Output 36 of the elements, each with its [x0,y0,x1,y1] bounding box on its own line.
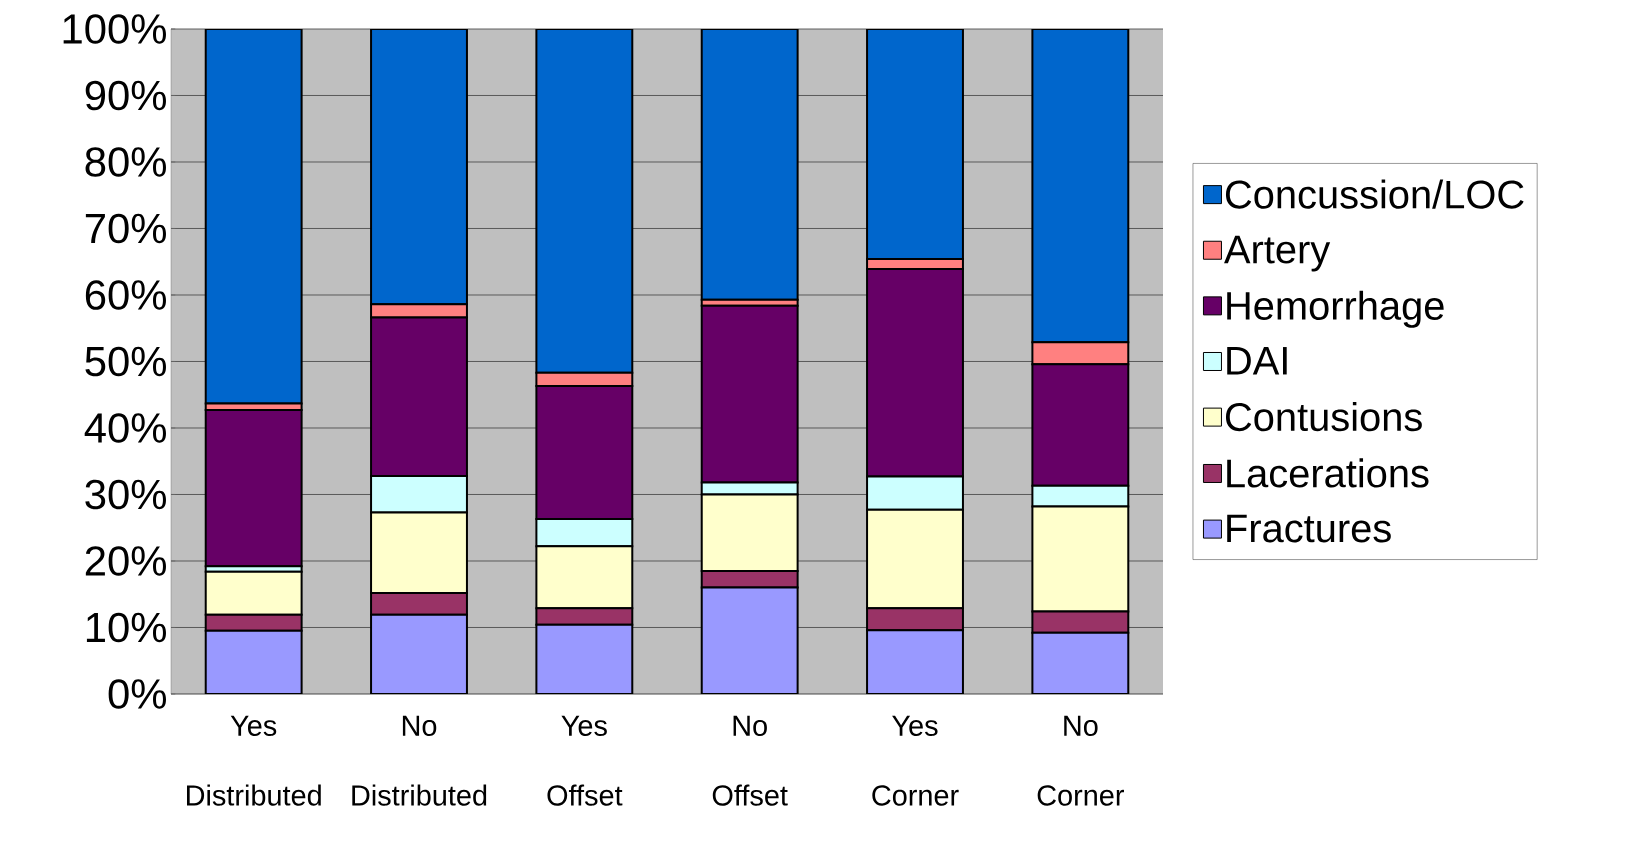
y-tick-label: 70% [85,213,166,244]
legend-label: DAI [1227,347,1287,375]
y-tick-label: 10% [86,612,166,643]
bar [866,629,964,695]
bar [370,613,468,695]
bar [700,29,799,301]
category-label: Yes Offset [547,715,623,806]
category-label: Yes Distributed [187,715,321,806]
legend-label: Fractures [1227,514,1391,543]
y-tick-label: 50% [85,346,166,377]
legend-label: Concussion/LOC [1225,179,1524,209]
bar [1031,631,1130,695]
category-label: No Offset [712,715,788,806]
bar [370,29,468,306]
legend-label: Artery [1224,235,1331,272]
y-tick-label: 90% [85,80,166,111]
category-label: No Distributed [352,715,487,806]
y-tick-label: 40% [84,413,166,443]
bar [866,29,964,261]
y-tick-label: 60% [85,280,166,310]
bar [700,586,799,695]
bar [204,29,303,405]
y-tick-label: 0% [108,679,166,709]
category-label: Yes Corner [872,715,959,806]
legend-label: Lacerations [1227,458,1429,488]
bar [204,629,303,695]
y-tick-label: 100% [63,14,166,44]
bar [1031,29,1130,344]
bar [535,623,634,695]
legend-label: Contusions [1225,402,1422,432]
y-tick-label: 80% [85,147,166,177]
bar [535,29,634,374]
category-label: No Corner [1037,715,1124,806]
y-tick-label: 30% [85,479,166,510]
y-tick-label: 20% [85,546,166,576]
legend-label: Hemorrhage [1227,290,1444,328]
